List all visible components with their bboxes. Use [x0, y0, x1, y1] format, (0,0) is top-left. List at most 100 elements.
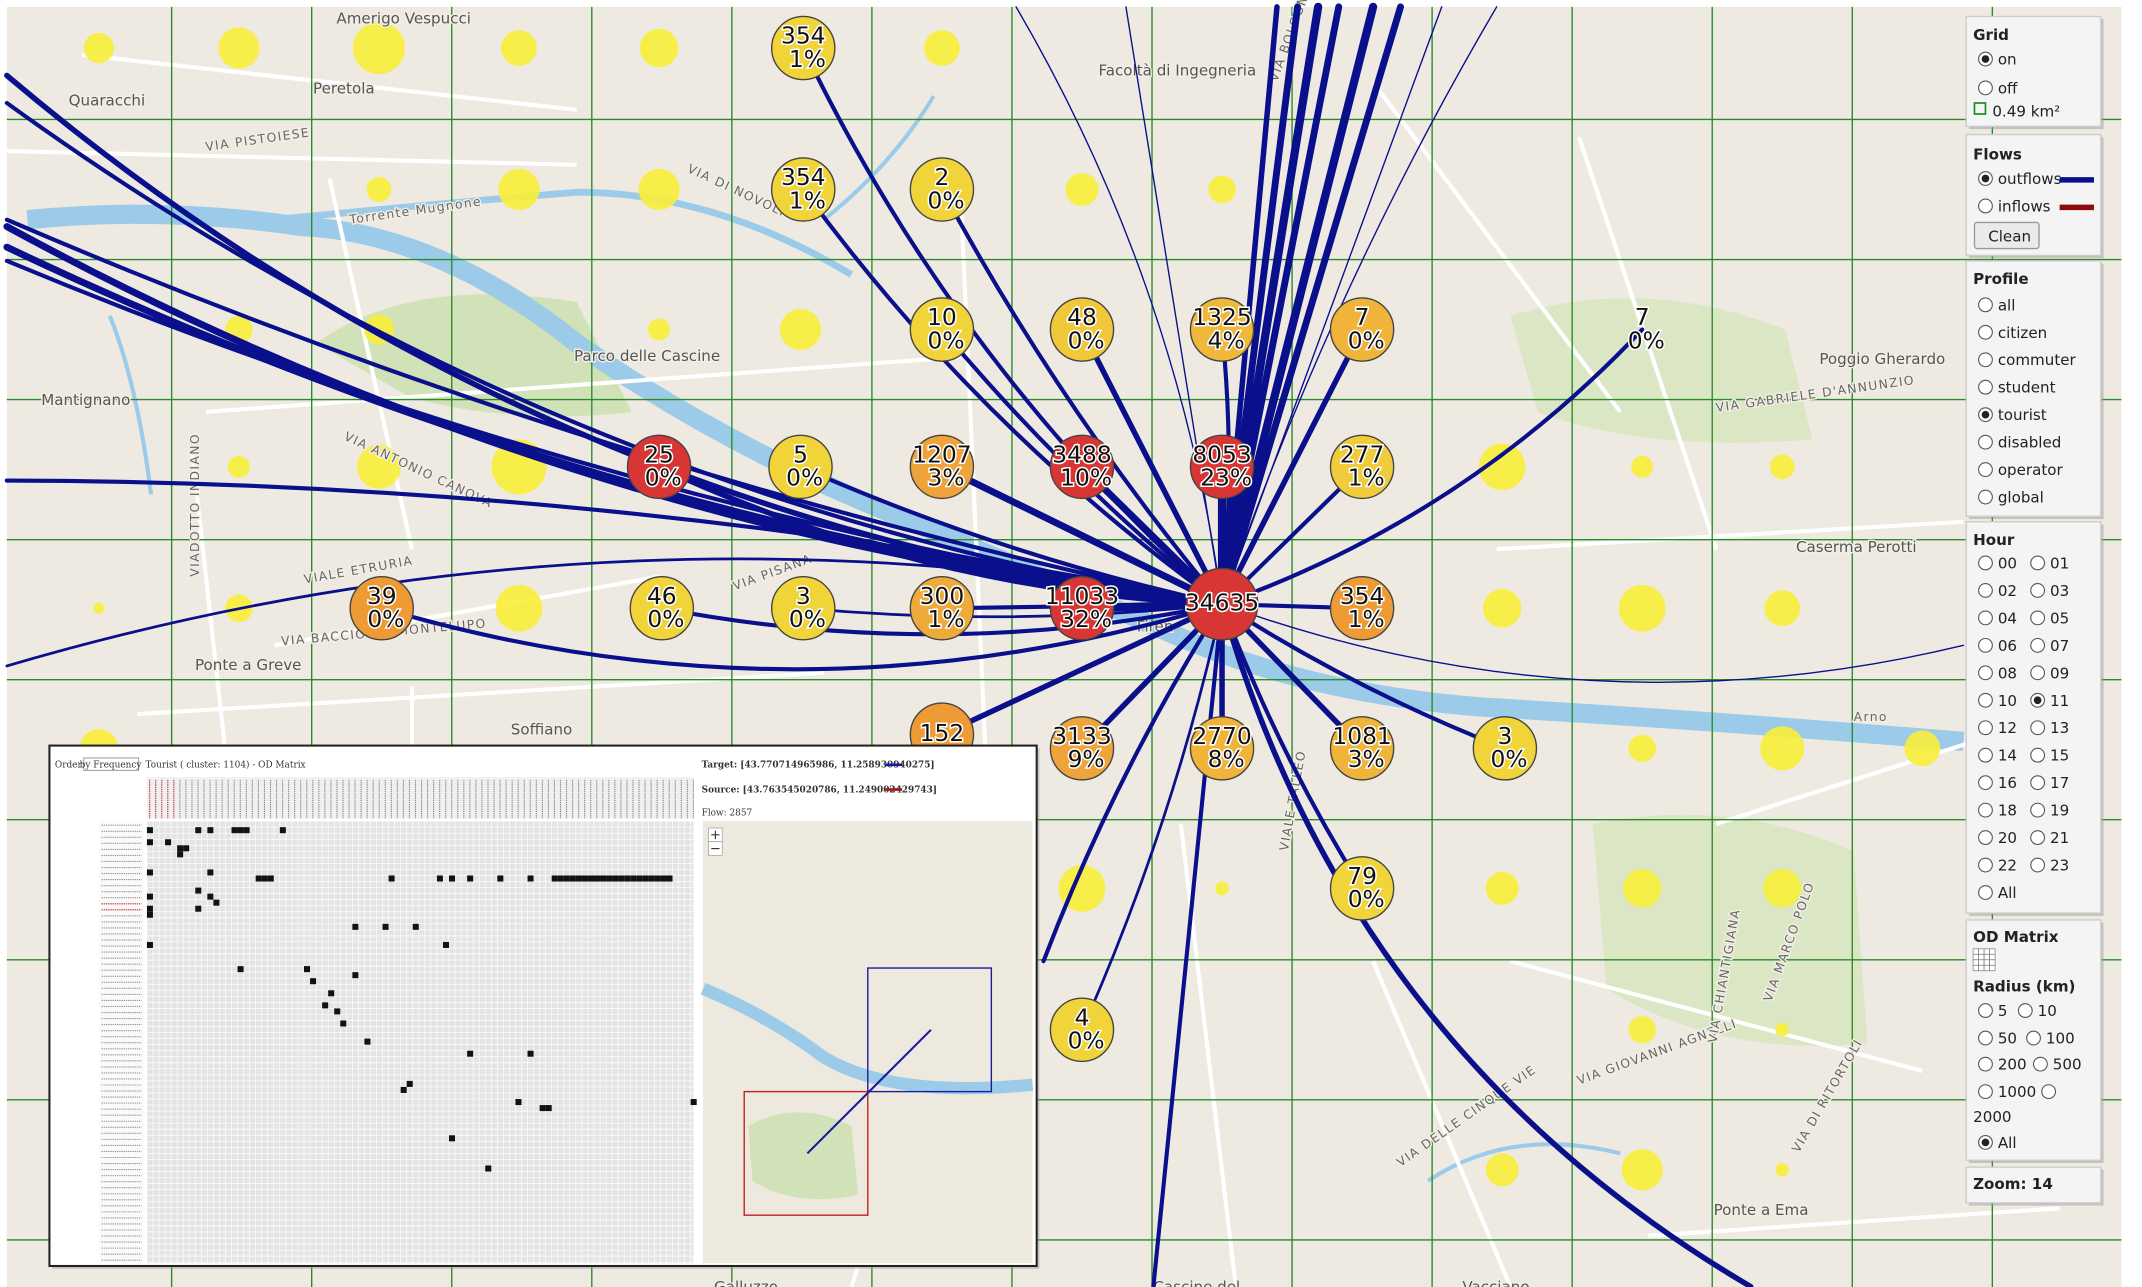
matrix-cell[interactable] — [539, 1105, 546, 1112]
radius-radio[interactable] — [1978, 1084, 1993, 1100]
matrix-cell[interactable] — [630, 875, 637, 882]
hour-radio[interactable] — [1978, 665, 1993, 681]
od-icon-cell[interactable] — [1978, 964, 1985, 972]
matrix-cell[interactable] — [600, 875, 607, 882]
od-icon-cell[interactable] — [1983, 948, 1990, 955]
matrix-cell[interactable] — [400, 1086, 407, 1093]
matrix-cell[interactable] — [654, 875, 661, 882]
hour-radio[interactable] — [2030, 583, 2046, 598]
matrix-cell[interactable] — [593, 875, 601, 882]
hour-radio[interactable] — [1978, 692, 1993, 708]
radius-radio[interactable] — [2041, 1084, 2057, 1100]
matrix-cell[interactable] — [267, 875, 274, 882]
radius-radio[interactable] — [2032, 1056, 2048, 1072]
profile-radio[interactable] — [1978, 379, 1993, 395]
hour-radio[interactable] — [1978, 830, 1993, 845]
hour-radio[interactable] — [2030, 775, 2046, 791]
matrix-cell[interactable] — [412, 923, 419, 930]
grid-radio[interactable] — [1978, 80, 1993, 96]
od-icon-cell[interactable] — [1989, 948, 1996, 955]
matrix-cell[interactable] — [388, 875, 395, 882]
hour-radio[interactable] — [2030, 555, 2046, 571]
hour-radio[interactable] — [2030, 857, 2046, 873]
clean-button[interactable] — [1973, 221, 2040, 250]
od-icon-cell[interactable] — [1989, 964, 1996, 972]
profile-radio[interactable] — [1978, 434, 1993, 450]
matrix-cell[interactable] — [606, 875, 613, 882]
hour-radio[interactable] — [2030, 747, 2046, 763]
matrix-cell[interactable] — [442, 941, 449, 948]
matrix-cell[interactable] — [624, 875, 631, 882]
matrix-cell[interactable] — [569, 875, 576, 882]
profile-radio[interactable] — [1978, 297, 1993, 313]
matrix-cell[interactable] — [666, 875, 673, 882]
radius-radio[interactable] — [1978, 1056, 1993, 1072]
matrix-cell[interactable] — [195, 905, 202, 912]
matrix-cell[interactable] — [352, 923, 359, 930]
radius-radio[interactable] — [1978, 1003, 1993, 1019]
matrix-cell[interactable] — [485, 1165, 492, 1172]
od-icon-cell[interactable] — [1983, 953, 1990, 961]
matrix-cell[interactable] — [636, 875, 643, 882]
profile-radio[interactable] — [1978, 462, 1993, 478]
radius-radio[interactable] — [1978, 1030, 1993, 1046]
matrix-cell[interactable] — [207, 893, 214, 900]
matrix-cell[interactable] — [177, 851, 184, 858]
hour-radio[interactable] — [2030, 830, 2046, 845]
matrix-cell[interactable] — [146, 905, 153, 912]
matrix-cell[interactable] — [165, 839, 172, 846]
profile-radio[interactable] — [1978, 324, 1993, 340]
od-icon-cell[interactable] — [1989, 953, 1996, 961]
od-icon-cell[interactable] — [1983, 959, 1990, 966]
matrix-cell[interactable] — [612, 875, 619, 882]
matrix-cell[interactable] — [467, 875, 474, 882]
matrix-cell[interactable] — [207, 827, 214, 834]
matrix-cell[interactable] — [183, 845, 190, 852]
od-icon-cell[interactable] — [1978, 959, 1985, 966]
profile-radio[interactable] — [1978, 489, 1993, 505]
hour-radio[interactable] — [1978, 802, 1993, 818]
hour-radio[interactable] — [1978, 637, 1993, 653]
matrix-cell[interactable] — [382, 923, 389, 930]
hour-radio[interactable] — [1978, 885, 1993, 900]
od-icon-cell[interactable] — [1983, 964, 1990, 972]
matrix-cell[interactable] — [146, 911, 153, 918]
matrix-cell[interactable] — [146, 893, 153, 900]
hour-radio[interactable] — [2030, 637, 2046, 653]
flows-radio[interactable] — [1978, 198, 1993, 214]
order-select[interactable] — [83, 757, 140, 771]
matrix-cell[interactable] — [527, 1050, 534, 1057]
matrix-cell[interactable] — [515, 1099, 522, 1106]
hour-radio[interactable] — [1978, 555, 1993, 571]
matrix-cell[interactable] — [497, 875, 504, 882]
hour-radio[interactable] — [1978, 583, 1993, 598]
matrix-cell[interactable] — [527, 875, 534, 882]
od-icon-cell[interactable] — [1989, 959, 1996, 966]
matrix-cell[interactable] — [448, 875, 456, 882]
matrix-cell[interactable] — [581, 875, 588, 882]
matrix-cell[interactable] — [195, 887, 202, 894]
matrix-cell[interactable] — [648, 875, 655, 882]
hour-radio[interactable] — [2030, 802, 2046, 818]
matrix-cell[interactable] — [146, 827, 153, 834]
matrix-cell[interactable] — [237, 827, 244, 834]
matrix-cell[interactable] — [587, 875, 594, 882]
matrix-cell[interactable] — [448, 1135, 456, 1142]
matrix-cell[interactable] — [467, 1050, 474, 1057]
hour-radio[interactable] — [1978, 720, 1993, 736]
matrix-cell[interactable] — [231, 827, 238, 834]
radius-radio[interactable] — [2017, 1003, 2033, 1019]
hour-radio[interactable] — [1978, 610, 1993, 626]
matrix-cell[interactable] — [334, 1008, 341, 1015]
od-icon-cell[interactable] — [1972, 953, 1979, 961]
hour-radio[interactable] — [1978, 775, 1993, 791]
matrix-cell[interactable] — [352, 972, 359, 979]
od-icon-cell[interactable] — [1972, 959, 1979, 966]
hour-radio[interactable] — [2030, 665, 2046, 681]
matrix-cell[interactable] — [575, 875, 582, 882]
od-icon-cell[interactable] — [1978, 948, 1985, 955]
hour-radio[interactable] — [1978, 857, 1993, 873]
order-value[interactable]: by Frequency — [80, 761, 142, 771]
matrix-cell[interactable] — [545, 1105, 552, 1112]
matrix-cell[interactable] — [322, 1002, 329, 1009]
